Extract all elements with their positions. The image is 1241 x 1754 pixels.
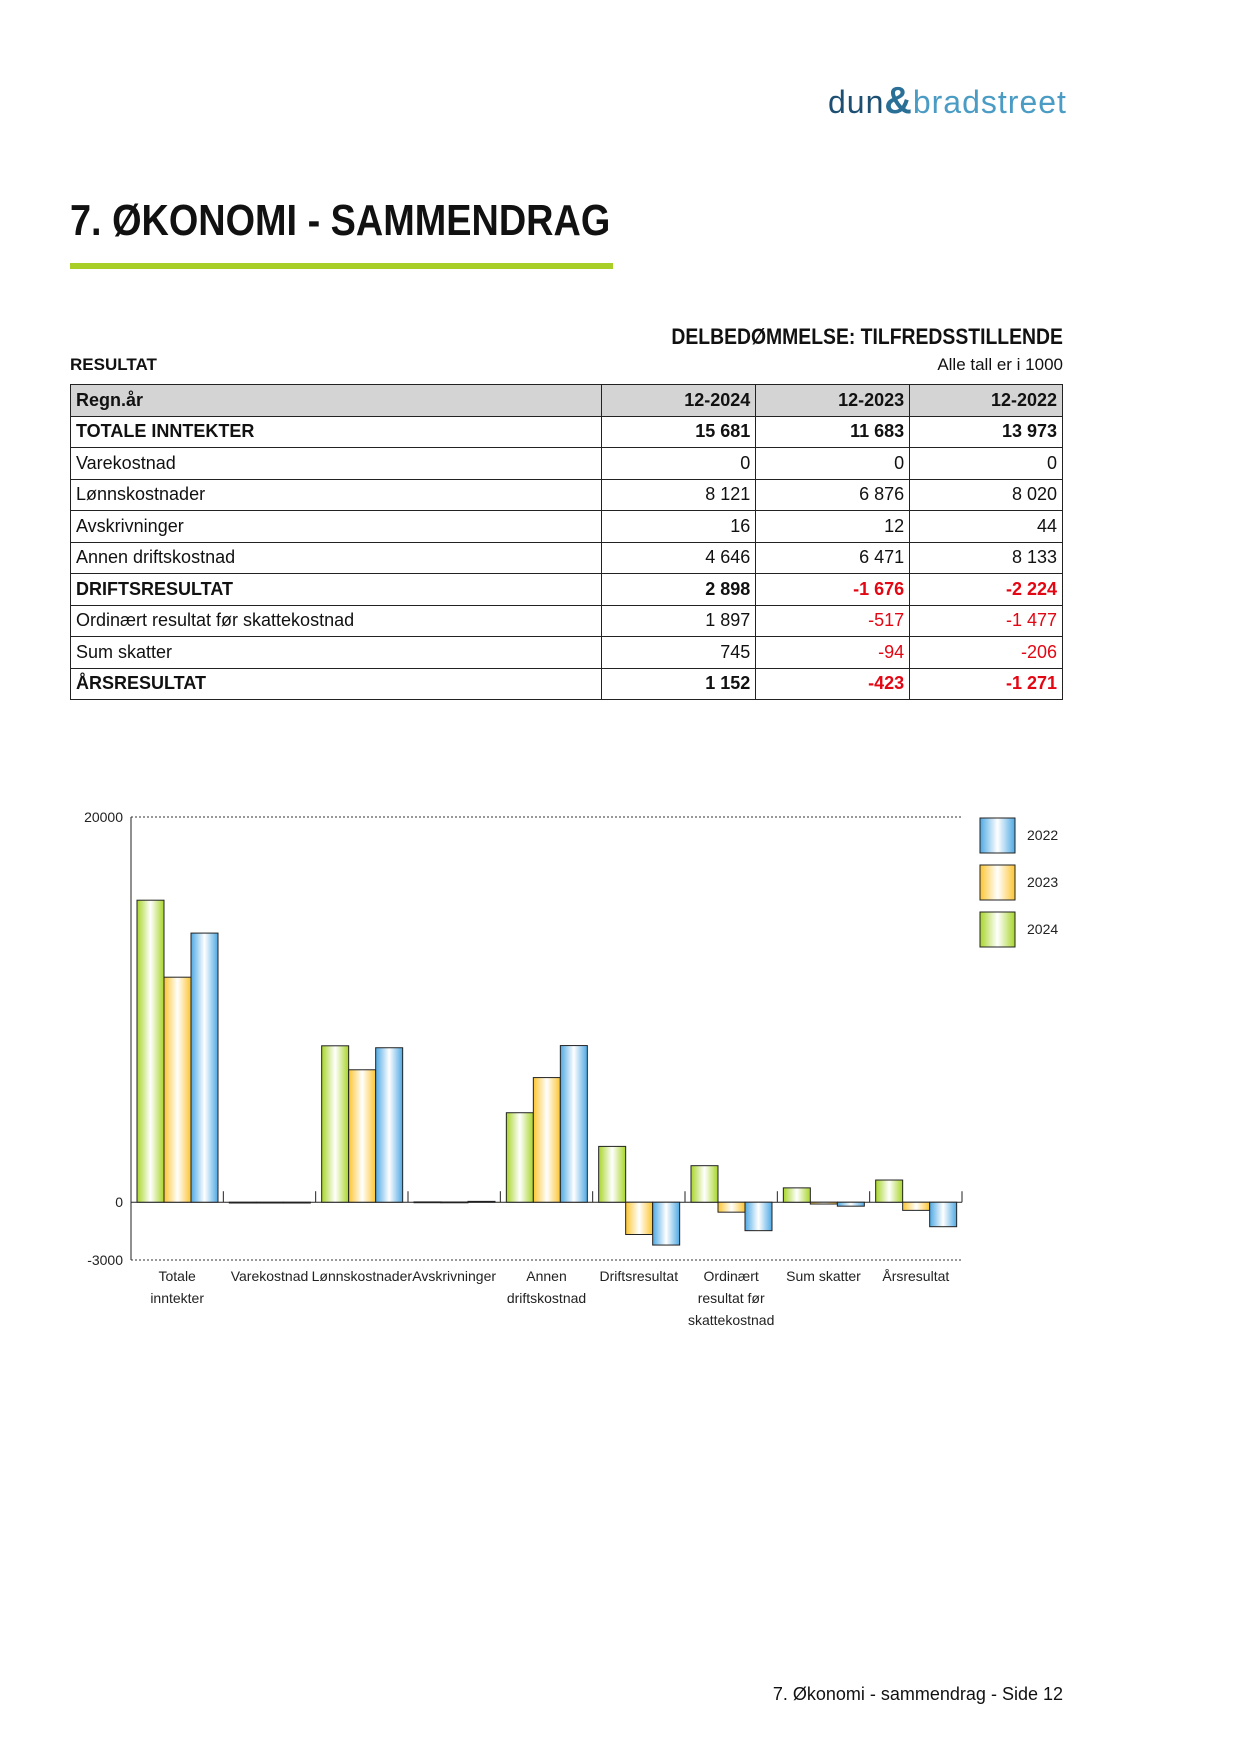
column-header: 12-2024 — [601, 384, 757, 417]
cell-value: 13 973 — [909, 415, 1063, 448]
cell-value: 4 646 — [601, 541, 757, 574]
category-label: Lønnskostnader — [312, 1268, 413, 1284]
cell-value: -1 676 — [755, 573, 911, 606]
title-underline — [70, 263, 613, 269]
bar-2022 — [744, 1201, 773, 1232]
row-label: DRIFTSRESULTAT — [69, 573, 603, 606]
dun-bradstreet-logo: dun&bradstreet — [828, 80, 1067, 122]
bar-2024 — [690, 1165, 719, 1203]
bar-2024 — [136, 899, 165, 1203]
bar-2022 — [559, 1045, 588, 1203]
bar-2023 — [532, 1077, 561, 1203]
legend-swatch-2022 — [979, 817, 1016, 854]
cell-value: -206 — [909, 636, 1063, 669]
table-row: TOTALE INNTEKTER 15 681 11 683 13 973 — [69, 415, 1063, 448]
legend-swatch-2024 — [979, 911, 1016, 948]
bar-2023 — [809, 1201, 838, 1205]
cell-value: 1 152 — [601, 667, 757, 700]
column-header: 12-2023 — [755, 384, 911, 417]
legend-label: 2023 — [1027, 874, 1058, 890]
category-label: resultat før — [698, 1290, 765, 1306]
cell-value: 44 — [909, 510, 1063, 543]
table-row: Lønnskostnader 8 121 6 876 8 020 — [69, 478, 1063, 511]
bar-2024 — [875, 1179, 904, 1203]
bar-2024 — [782, 1187, 811, 1203]
cell-value: -423 — [755, 667, 911, 700]
cell-value: -94 — [755, 636, 911, 669]
cell-value: -1 271 — [909, 667, 1063, 700]
cell-value: 0 — [601, 447, 757, 480]
cell-value: 6 471 — [755, 541, 911, 574]
cell-value: 16 — [601, 510, 757, 543]
bar-2023 — [717, 1201, 746, 1213]
bar-2022 — [652, 1201, 681, 1246]
bar-2023 — [625, 1201, 654, 1235]
cell-value: -517 — [755, 604, 911, 637]
column-header: Regn.år — [69, 384, 603, 417]
y-tick-label: -3000 — [87, 1252, 123, 1268]
page-footer: 7. Økonomi - sammendrag - Side 12 — [772, 1684, 1063, 1704]
cell-value: 0 — [755, 447, 911, 480]
category-label: Varekostnad — [231, 1268, 309, 1284]
row-label: Annen driftskostnad — [69, 541, 603, 574]
cell-value: 15 681 — [601, 415, 757, 448]
category-label: Driftsresultat — [600, 1268, 679, 1284]
cell-value: 8 121 — [601, 478, 757, 511]
page-title: 7. ØKONOMI - SAMMENDRAG — [70, 196, 611, 245]
category-label: Avskrivninger — [412, 1268, 496, 1284]
y-tick-label: 0 — [115, 1194, 123, 1210]
bar-2023 — [902, 1201, 931, 1211]
cell-value: 745 — [601, 636, 757, 669]
row-label: TOTALE INNTEKTER — [69, 415, 603, 448]
y-tick-label: 20000 — [84, 809, 123, 825]
category-label: Annen — [526, 1268, 566, 1284]
table-row: Annen driftskostnad 4 646 6 471 8 133 — [69, 541, 1063, 574]
bar-2022 — [836, 1201, 865, 1207]
legend-label: 2022 — [1027, 827, 1058, 843]
legend-swatch-2023 — [979, 864, 1016, 901]
row-label: Sum skatter — [69, 636, 603, 669]
row-label: Varekostnad — [69, 447, 603, 480]
bar-2023 — [348, 1069, 377, 1203]
cell-value: 6 876 — [755, 478, 911, 511]
rating-heading: DELBEDØMMELSE: TILFREDSSTILLENDE — [671, 324, 1063, 349]
bar-2024 — [321, 1045, 350, 1203]
bar-2023 — [163, 976, 192, 1203]
bar-2024 — [505, 1112, 534, 1203]
bar-2022 — [282, 1201, 311, 1204]
section-label: RESULTAT — [70, 355, 157, 374]
row-label: Lønnskostnader — [69, 478, 603, 511]
cell-value: 12 — [755, 510, 911, 543]
cell-value: 1 897 — [601, 604, 757, 637]
bar-2023 — [440, 1201, 469, 1204]
cell-value: 8 020 — [909, 478, 1063, 511]
bar-2022 — [467, 1200, 496, 1203]
category-label: Sum skatter — [786, 1268, 861, 1284]
table-row: Sum skatter 745 -94 -206 — [69, 636, 1063, 669]
bar-2023 — [255, 1201, 284, 1204]
units-note: Alle tall er i 1000 — [937, 355, 1063, 374]
bar-2022 — [190, 932, 219, 1203]
bar-2024 — [413, 1201, 442, 1204]
category-label: inntekter — [150, 1290, 204, 1306]
bar-2024 — [598, 1145, 627, 1203]
legend-label: 2024 — [1027, 921, 1058, 937]
category-label: driftskostnad — [507, 1290, 586, 1306]
table-header-row: Regn.år 12-2024 12-2023 12-2022 — [69, 384, 1063, 417]
cell-value: 11 683 — [755, 415, 911, 448]
category-label: Årsresultat — [882, 1268, 949, 1284]
result-table: Regn.år 12-2024 12-2023 12-2022 TOTALE INNT… — [69, 384, 1063, 700]
category-label: Ordinært — [704, 1268, 759, 1284]
row-label: ÅRSRESULTAT — [69, 667, 603, 700]
bar-2022 — [929, 1201, 958, 1228]
bar-2024 — [228, 1201, 257, 1204]
category-label: Totale — [158, 1268, 196, 1284]
category-label: skattekostnad — [688, 1312, 774, 1328]
table-row: ÅRSRESULTAT 1 152 -423 -1 271 — [69, 667, 1063, 700]
bar-2022 — [375, 1047, 404, 1203]
